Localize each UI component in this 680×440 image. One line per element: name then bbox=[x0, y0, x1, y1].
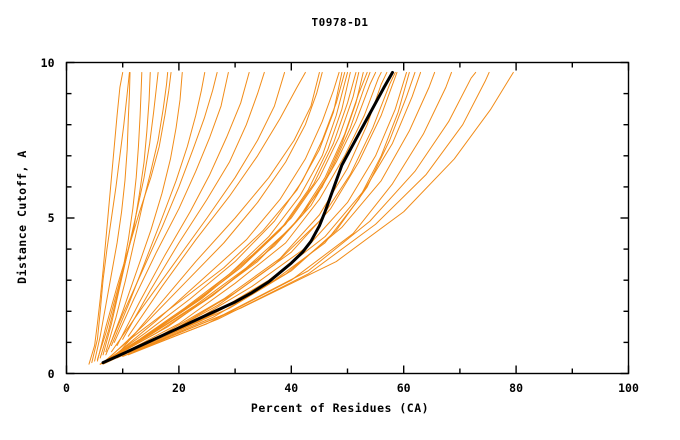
reference-curve bbox=[101, 70, 394, 365]
prediction-curve bbox=[99, 71, 348, 365]
prediction-curve bbox=[105, 71, 416, 363]
x-tick-label: 60 bbox=[396, 380, 411, 395]
prediction-curve bbox=[105, 71, 357, 362]
prediction-curve bbox=[139, 71, 514, 350]
x-tick-label: 0 bbox=[63, 380, 70, 395]
y-tick-label: 5 bbox=[47, 211, 55, 225]
axes-frame-layer bbox=[65, 61, 630, 375]
x-tick-label: 40 bbox=[284, 380, 299, 395]
curves-layer bbox=[88, 70, 514, 365]
prediction-curve bbox=[105, 71, 371, 362]
prediction-curve bbox=[122, 71, 265, 340]
x-tick-label: 20 bbox=[171, 380, 186, 395]
chart-title: T0978-D1 bbox=[311, 16, 369, 29]
prediction-curve bbox=[102, 71, 159, 356]
prediction-curve bbox=[116, 71, 320, 356]
prediction-curve bbox=[96, 71, 172, 362]
prediction-curve bbox=[88, 71, 124, 365]
prediction-curve bbox=[108, 71, 183, 350]
prediction-curve bbox=[133, 71, 477, 353]
prediction-curve bbox=[91, 71, 130, 364]
prediction-curve bbox=[116, 71, 382, 357]
plot-frame bbox=[65, 61, 630, 375]
y-tick-label: 0 bbox=[47, 366, 55, 381]
prediction-curve bbox=[99, 71, 410, 365]
prediction-curve bbox=[122, 71, 452, 357]
x-axis-label: Percent of Residues (CA) bbox=[250, 401, 430, 415]
y-tick-label: 10 bbox=[40, 55, 55, 70]
prediction-curve bbox=[105, 71, 218, 356]
x-tick-label: 100 bbox=[618, 380, 639, 395]
prediction-curve bbox=[116, 71, 250, 347]
prediction-curve bbox=[96, 71, 143, 360]
prediction-curve bbox=[102, 71, 351, 364]
prediction-curve bbox=[110, 71, 286, 353]
prediction-curve bbox=[127, 71, 306, 337]
prediction-curve bbox=[110, 71, 398, 360]
prediction-curve bbox=[94, 71, 131, 362]
prediction-curve bbox=[105, 71, 388, 364]
prediction-curve bbox=[110, 71, 377, 359]
prediction-curve bbox=[105, 71, 169, 353]
prediction-curve bbox=[108, 71, 360, 360]
prediction-curve bbox=[105, 71, 323, 362]
prediction-curve bbox=[105, 71, 346, 362]
x-tick-label: 80 bbox=[509, 380, 524, 395]
prediction-curve bbox=[116, 71, 408, 359]
prediction-curve bbox=[113, 71, 229, 343]
prediction-curve bbox=[102, 71, 343, 364]
